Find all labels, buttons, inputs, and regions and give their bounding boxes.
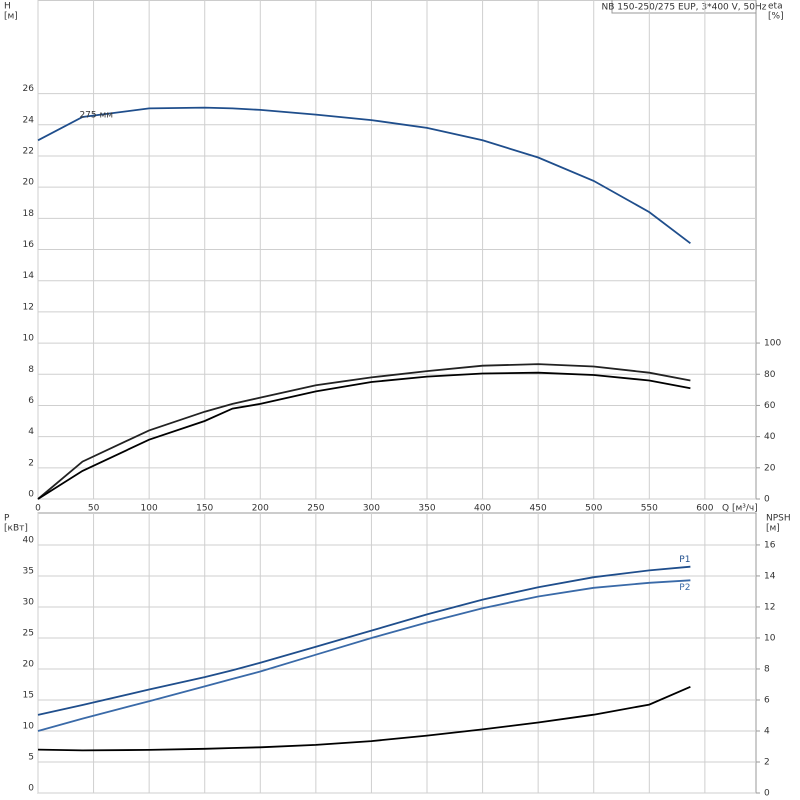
y-axis-label: P	[4, 514, 10, 524]
x-tick-label: 600	[696, 504, 713, 514]
x-tick-label: 0	[35, 504, 41, 514]
y-axis-label: H	[4, 2, 11, 12]
y-tick-label: 20	[23, 659, 35, 669]
curve	[37, 371, 691, 500]
y-tick-label: 22	[23, 146, 34, 156]
curve	[37, 565, 691, 716]
y2-tick-label: 0	[764, 495, 770, 505]
y-tick-label: 20	[23, 178, 35, 188]
y-tick-label: 5	[28, 752, 34, 762]
y2-tick-label: 12	[764, 602, 775, 612]
y-axis-unit: [кВт]	[4, 524, 28, 534]
y2-tick-label: 40	[764, 432, 776, 442]
y2-tick-label: 6	[764, 695, 770, 705]
curve	[37, 685, 691, 752]
y-tick-label: 40	[23, 535, 35, 545]
curve	[37, 363, 691, 500]
y-tick-label: 10	[23, 334, 35, 344]
curve	[37, 579, 691, 732]
y-tick-label: 26	[23, 84, 35, 94]
y-tick-label: 6	[28, 396, 34, 406]
y-tick-label: 0	[28, 490, 34, 500]
y2-axis-unit: [м]	[766, 524, 780, 534]
y-tick-label: 18	[23, 209, 35, 219]
y2-axis-label: NPSH	[766, 514, 791, 524]
x-axis-label: Q [м³/ч]	[722, 504, 758, 514]
x-tick-label: 250	[307, 504, 324, 514]
y-tick-label: 30	[23, 597, 35, 607]
y2-tick-label: 10	[764, 633, 776, 643]
y-axis-unit: [м]	[4, 12, 18, 22]
curve-label: P1	[679, 555, 690, 565]
y-tick-label: 0	[28, 784, 34, 794]
y2-tick-label: 8	[764, 664, 770, 674]
plot-frame	[37, 512, 757, 794]
y2-tick-label: 14	[764, 571, 776, 581]
y2-tick-label: 0	[764, 789, 770, 799]
y2-tick-label: 20	[764, 463, 776, 473]
x-tick-label: 50	[88, 504, 100, 514]
y2-axis-unit: [%]	[768, 12, 784, 22]
curve-label: 275 мм	[79, 110, 113, 120]
y2-axis-label: eta	[768, 2, 783, 12]
x-tick-label: 400	[474, 504, 491, 514]
x-tick-label: 550	[641, 504, 658, 514]
y-tick-label: 24	[23, 115, 35, 125]
x-tick-label: 350	[418, 504, 435, 514]
y-tick-label: 25	[23, 628, 34, 638]
y-tick-label: 12	[23, 302, 34, 312]
x-tick-label: 200	[252, 504, 269, 514]
y2-tick-label: 2	[764, 757, 770, 767]
y2-tick-label: 4	[764, 726, 770, 736]
chart-title: NB 150-250/275 EUP, 3*400 V, 50Hz	[602, 3, 767, 13]
curve	[37, 106, 691, 245]
x-tick-label: 500	[585, 504, 602, 514]
y2-tick-label: 16	[764, 540, 776, 550]
x-tick-label: 100	[141, 504, 158, 514]
y2-tick-label: 80	[764, 370, 776, 380]
x-tick-label: 150	[196, 504, 213, 514]
y2-tick-label: 60	[764, 401, 776, 411]
y-tick-label: 35	[23, 566, 34, 576]
y2-tick-label: 100	[764, 339, 781, 349]
y-tick-label: 14	[23, 271, 35, 281]
y-tick-label: 2	[28, 458, 34, 468]
y-tick-label: 4	[28, 427, 34, 437]
y-tick-label: 8	[28, 365, 34, 375]
x-tick-label: 300	[363, 504, 380, 514]
y-tick-label: 15	[23, 690, 34, 700]
x-tick-label: 450	[530, 504, 547, 514]
y-tick-label: 16	[23, 240, 35, 250]
y-tick-label: 10	[23, 721, 35, 731]
curve-label: P2	[679, 583, 690, 593]
